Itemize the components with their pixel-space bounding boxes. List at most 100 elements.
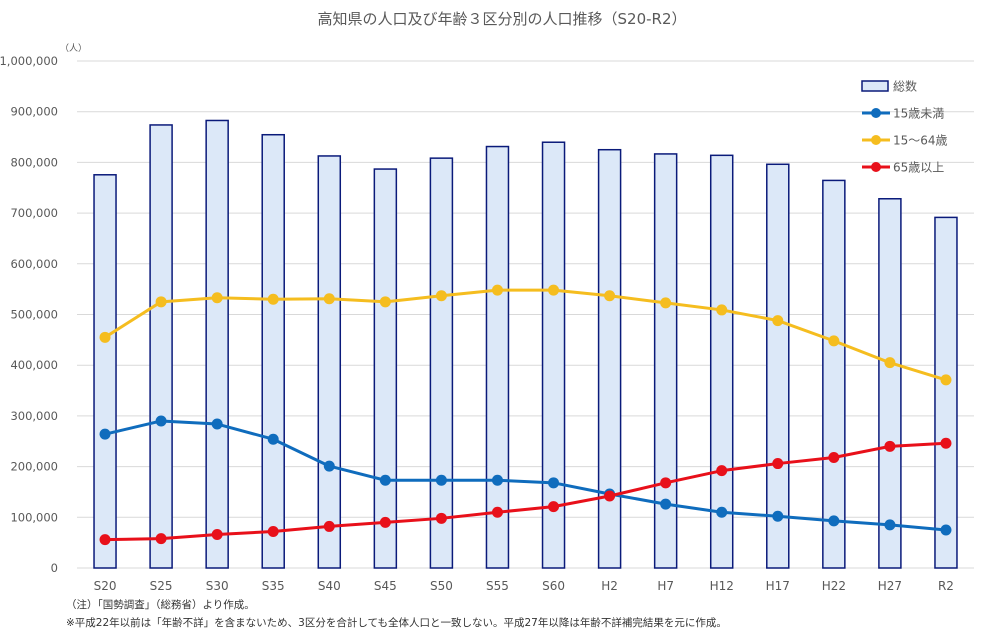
data-point	[828, 515, 840, 527]
bar-total	[205, 119, 229, 569]
bar-total	[317, 155, 342, 569]
y-axis-ticks: 0 100,000 200,000 300,000 400,000 500,000 600,…	[0, 54, 58, 575]
y-tick-label: 800,000	[10, 155, 58, 169]
data-point	[716, 304, 728, 316]
x-tick-label: H7	[657, 579, 674, 593]
x-tick-label: S45	[374, 579, 397, 593]
data-point	[267, 525, 279, 537]
y-tick-label: 1,000,000	[0, 54, 58, 68]
data-point	[99, 534, 111, 546]
legend-swatch-marker	[871, 162, 881, 172]
data-point	[660, 498, 672, 510]
y-tick-label: 400,000	[10, 358, 58, 372]
data-point	[211, 418, 223, 430]
bar-total	[485, 145, 510, 569]
y-tick-label: 300,000	[10, 409, 58, 423]
data-point	[772, 510, 784, 522]
data-point	[323, 520, 335, 532]
data-point	[772, 458, 784, 470]
data-point	[155, 415, 167, 427]
data-point	[660, 297, 672, 309]
x-tick-label: H2	[601, 579, 618, 593]
data-point	[716, 465, 728, 477]
source-note: （注）「国勢調査」（総務省）より作成。	[66, 599, 255, 611]
x-tick-label: R2	[938, 579, 954, 593]
data-point	[772, 315, 784, 327]
legend-swatch-marker	[871, 108, 881, 118]
data-point	[379, 296, 391, 308]
series-line	[104, 288, 947, 382]
bar-total	[261, 133, 285, 569]
data-point	[267, 433, 279, 445]
data-point	[604, 290, 616, 302]
data-point	[267, 293, 279, 305]
bar-total	[541, 141, 566, 569]
y-tick-label: 100,000	[10, 510, 58, 524]
y-tick-label: 500,000	[10, 308, 58, 322]
data-point	[940, 437, 952, 449]
bar-total	[373, 168, 398, 569]
y-tick-label: 700,000	[10, 206, 58, 220]
bar-total	[822, 179, 846, 569]
legend: 総数 15歳未満 15～64歳 65歳以上	[861, 79, 948, 175]
x-tick-label: H12	[710, 579, 734, 593]
data-point	[323, 293, 335, 305]
data-point	[491, 474, 503, 486]
data-point	[940, 524, 952, 536]
legend-label: 15歳未満	[893, 107, 944, 121]
data-point	[491, 284, 503, 296]
chart-title: 高知県の人口及び年齢３区分別の人口推移（S20-R2）	[317, 10, 687, 28]
data-point	[548, 284, 560, 296]
y-tick-label: 900,000	[10, 105, 58, 119]
y-tick-label: 600,000	[10, 257, 58, 271]
bar-total	[766, 163, 790, 569]
data-point	[99, 331, 111, 343]
data-point	[884, 519, 896, 531]
y-tick-label: 200,000	[10, 460, 58, 474]
data-point	[155, 533, 167, 545]
series-line	[105, 441, 947, 542]
data-point	[660, 477, 672, 489]
footnote: ※平成22年以前は「年齢不詳」を含まないため、3区分を合計しても全体人口と一致し…	[66, 617, 727, 629]
data-point	[323, 460, 335, 472]
x-tick-label: S55	[486, 579, 509, 593]
data-point	[884, 440, 896, 452]
data-point	[828, 335, 840, 347]
series-line	[104, 419, 947, 532]
data-point	[435, 474, 447, 486]
bar-total	[934, 216, 958, 569]
x-tick-label: H17	[766, 579, 790, 593]
data-point	[604, 490, 616, 502]
bar-series	[93, 119, 958, 569]
x-tick-label: H27	[878, 579, 902, 593]
x-tick-label: S35	[262, 579, 285, 593]
y-axis-unit-label: （人）	[60, 43, 87, 54]
bar-total	[597, 148, 622, 569]
data-point	[155, 296, 167, 308]
legend-swatch-bar	[861, 80, 889, 92]
x-tick-label: S60	[542, 579, 565, 593]
x-tick-label: S30	[206, 579, 229, 593]
data-point	[379, 516, 391, 528]
x-tick-label: S50	[430, 579, 453, 593]
bar-total	[93, 174, 117, 569]
bar-total	[149, 124, 173, 569]
legend-swatch-marker	[871, 135, 881, 145]
x-tick-label: S25	[150, 579, 173, 593]
data-point	[99, 428, 111, 440]
data-point	[940, 374, 952, 386]
bar-total	[709, 154, 734, 569]
bar-total	[878, 198, 902, 569]
data-point	[435, 290, 447, 302]
y-tick-label: 0	[51, 561, 58, 575]
data-point	[379, 474, 391, 486]
x-axis-ticks: S20 S25 S30 S35 S40 S45 S50 S55 S60 H2 H7 H12 H17 H22…	[94, 579, 954, 593]
data-point	[211, 292, 223, 304]
legend-label: 15～64歳	[893, 134, 948, 148]
data-point	[548, 477, 560, 489]
bar-total	[429, 157, 454, 569]
legend-label: 65歳以上	[893, 161, 944, 175]
data-point	[491, 506, 503, 518]
data-point	[548, 501, 560, 513]
data-point	[435, 512, 447, 524]
